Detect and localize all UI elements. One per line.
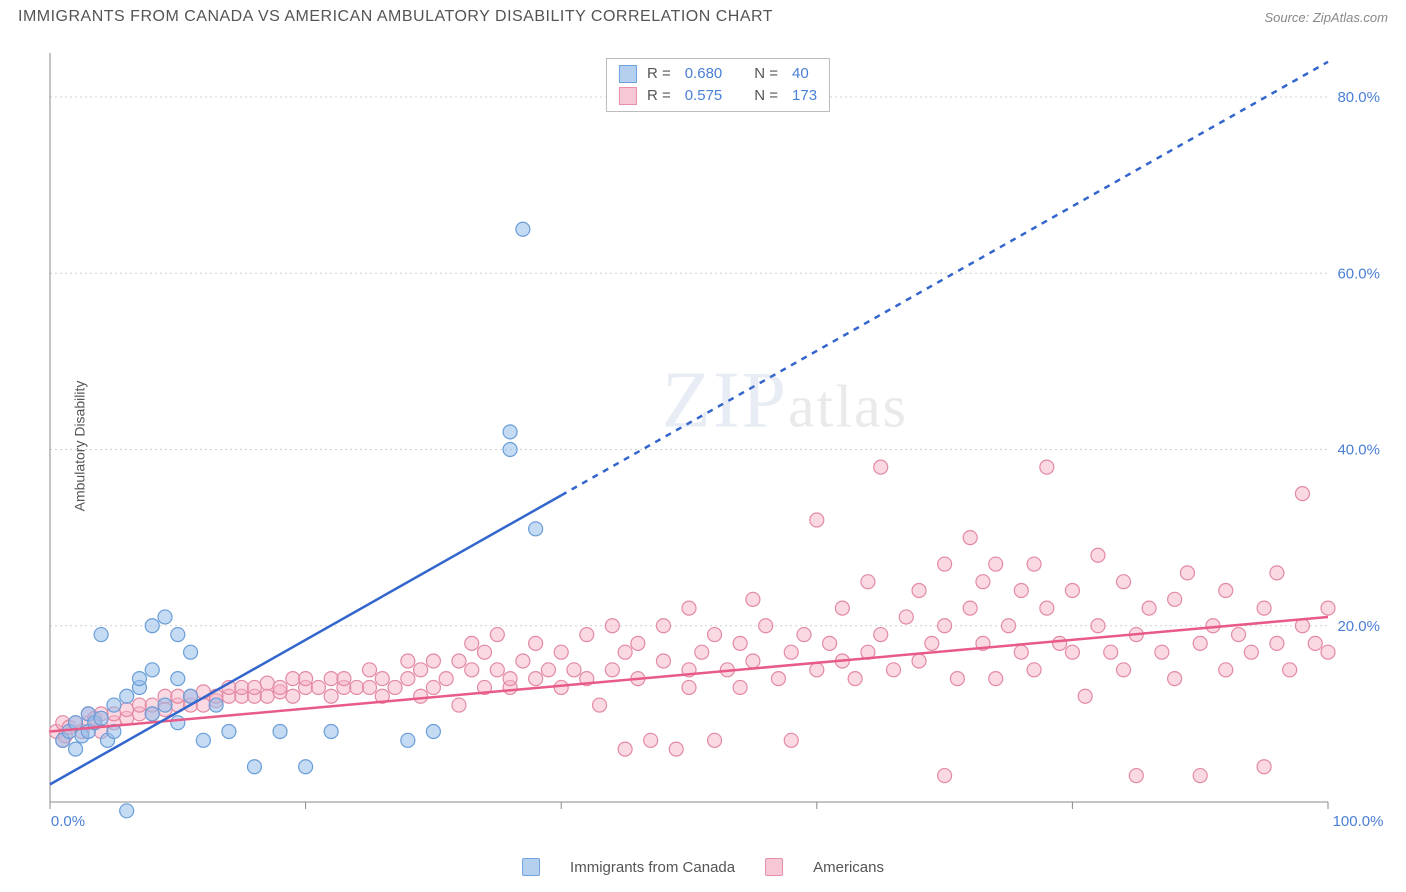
- svg-text:20.0%: 20.0%: [1337, 618, 1380, 635]
- scatter-plot: 20.0% 40.0% 60.0% 80.0% 0.0% 100.0%: [48, 48, 1388, 832]
- chart-title: IMMIGRANTS FROM CANADA VS AMERICAN AMBUL…: [18, 8, 773, 26]
- legend-swatch-pink: [619, 87, 637, 105]
- svg-text:80.0%: 80.0%: [1337, 89, 1380, 106]
- legend-swatch-canada: [522, 858, 540, 876]
- svg-text:100.0%: 100.0%: [1333, 813, 1384, 830]
- legend-swatch-americans: [765, 858, 783, 876]
- series-legend: Immigrants from Canada Americans: [522, 858, 884, 876]
- legend-label-americans: Americans: [813, 859, 884, 876]
- svg-text:40.0%: 40.0%: [1337, 442, 1380, 459]
- svg-text:0.0%: 0.0%: [51, 813, 85, 830]
- stats-legend-row-blue: R = 0.680 N = 40: [619, 63, 817, 85]
- svg-text:60.0%: 60.0%: [1337, 265, 1380, 282]
- stats-legend: R = 0.680 N = 40 R = 0.575 N = 173: [606, 58, 830, 112]
- legend-label-canada: Immigrants from Canada: [570, 859, 735, 876]
- source-label: Source: ZipAtlas.com: [1264, 10, 1388, 25]
- stats-legend-row-pink: R = 0.575 N = 173: [619, 85, 817, 107]
- plot-area: 20.0% 40.0% 60.0% 80.0% 0.0% 100.0% R = 0.680…: [48, 48, 1388, 832]
- legend-swatch-blue: [619, 65, 637, 83]
